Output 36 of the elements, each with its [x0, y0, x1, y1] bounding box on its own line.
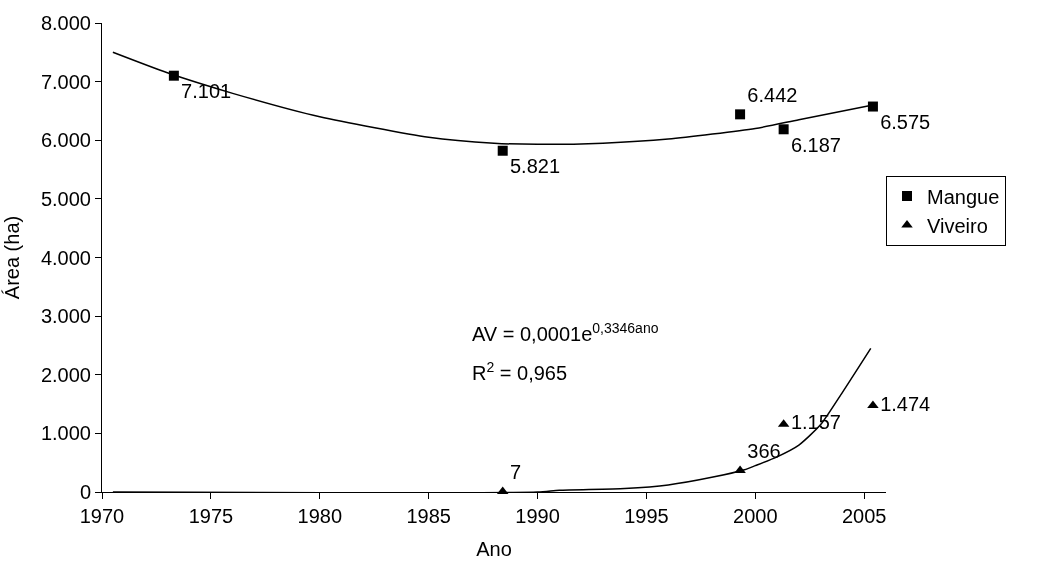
annotation: AV = 0,0001e$^{0,3346ano}$ [472, 320, 659, 346]
data-label: 6.442 [747, 84, 798, 107]
y-tick-label: 7.000 [40, 70, 91, 93]
y-tick-label: 2.000 [40, 363, 91, 386]
x-tick-label: 1970 [79, 505, 125, 527]
data-label: 7 [509, 461, 522, 484]
data-label: 7.101 [181, 79, 232, 102]
x-tick-label: 1985 [406, 505, 451, 527]
data-label: 6.575 [880, 110, 931, 133]
annotation: R$^{2}$ = 0,965 [472, 359, 568, 385]
data-label: 1.474 [880, 392, 931, 415]
legend-label: Viveiro [927, 214, 988, 237]
y-axis-title: Área (ha) [1, 215, 24, 300]
x-tick-label: 1975 [188, 505, 234, 527]
x-tick-label: 1990 [515, 505, 560, 527]
point [867, 400, 879, 409]
y-tick-label: 1.000 [40, 422, 91, 445]
x-tick-label: 2005 [841, 505, 887, 527]
point [778, 124, 789, 135]
data-label: 5.821 [509, 154, 561, 177]
y-tick-label: 4.000 [40, 246, 91, 269]
point [867, 101, 878, 112]
data-label: 366 [747, 440, 781, 463]
y-tick-label: 3.000 [40, 305, 91, 328]
y-tick-label: 5.000 [40, 187, 91, 210]
point [497, 145, 508, 156]
y-tick-label: 8.000 [40, 12, 91, 34]
y-tick-label: 0 [79, 481, 91, 503]
x-tick-label: 1995 [624, 505, 669, 527]
point [735, 109, 746, 120]
y-tick-label: 6.000 [40, 129, 91, 152]
data-label: 6.187 [790, 133, 841, 156]
x-tick-label: 1980 [297, 505, 343, 527]
x-tick-label: 2000 [733, 505, 778, 527]
legend-label: Mangue [927, 185, 1000, 208]
x-axis-title: Ano [476, 537, 512, 560]
